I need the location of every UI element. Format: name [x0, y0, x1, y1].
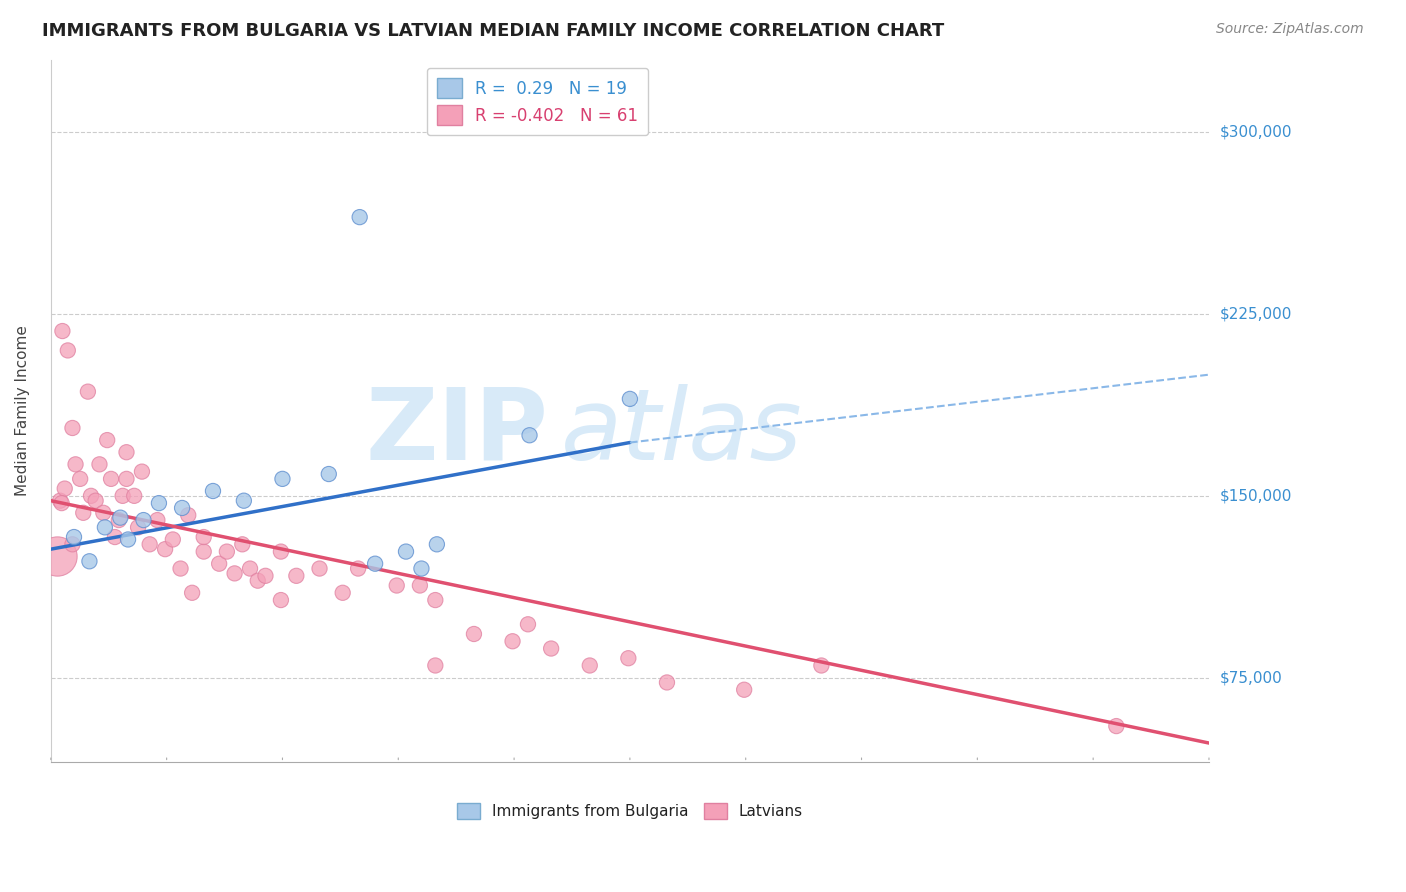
Point	[364, 557, 387, 571]
Point	[1105, 719, 1128, 733]
Point	[169, 561, 191, 575]
Point	[146, 513, 169, 527]
Point	[65, 458, 87, 472]
Point	[131, 465, 153, 479]
Point	[115, 472, 138, 486]
Point	[115, 445, 138, 459]
Text: IMMIGRANTS FROM BULGARIA VS LATVIAN MEDIAN FAMILY INCOME CORRELATION CHART: IMMIGRANTS FROM BULGARIA VS LATVIAN MEDI…	[42, 22, 945, 40]
Point	[63, 530, 86, 544]
Point	[132, 513, 155, 527]
Point	[308, 561, 330, 575]
Point	[162, 533, 184, 547]
Point	[201, 483, 224, 498]
Point	[332, 586, 354, 600]
Point	[172, 500, 194, 515]
Point	[502, 634, 524, 648]
Text: Source: ZipAtlas.com: Source: ZipAtlas.com	[1216, 22, 1364, 37]
Point	[100, 472, 122, 486]
Point	[80, 489, 103, 503]
Point	[395, 544, 418, 558]
Point	[411, 561, 433, 575]
Point	[122, 489, 145, 503]
Point	[425, 658, 447, 673]
Point	[96, 433, 118, 447]
Point	[104, 530, 127, 544]
Text: $150,000: $150,000	[1220, 488, 1292, 503]
Point	[463, 627, 485, 641]
Point	[49, 493, 72, 508]
Point	[51, 496, 73, 510]
Point	[426, 537, 449, 551]
Point	[62, 421, 84, 435]
Point	[231, 537, 253, 551]
Point	[89, 458, 111, 472]
Point	[153, 542, 176, 557]
Point	[56, 343, 79, 358]
Point	[208, 557, 231, 571]
Point	[193, 530, 215, 544]
Point	[53, 482, 76, 496]
Point	[69, 472, 91, 486]
Point	[246, 574, 269, 588]
Point	[111, 489, 134, 503]
Point	[285, 569, 308, 583]
Text: ZIP: ZIP	[366, 384, 548, 481]
Point	[655, 675, 678, 690]
Text: $300,000: $300,000	[1220, 125, 1292, 140]
Point	[107, 513, 129, 527]
Point	[385, 578, 408, 592]
Point	[347, 561, 370, 575]
Point	[517, 617, 540, 632]
Point	[318, 467, 340, 481]
Point	[84, 493, 107, 508]
Point	[91, 506, 114, 520]
Point	[117, 533, 139, 547]
Point	[224, 566, 246, 581]
Point	[177, 508, 200, 523]
Point	[72, 506, 94, 520]
Point	[110, 510, 132, 524]
Point	[349, 210, 371, 224]
Point	[617, 651, 640, 665]
Legend: Immigrants from Bulgaria, Latvians: Immigrants from Bulgaria, Latvians	[451, 797, 808, 825]
Point	[239, 561, 262, 575]
Point	[181, 586, 204, 600]
Point	[810, 658, 832, 673]
Y-axis label: Median Family Income: Median Family Income	[15, 326, 30, 497]
Point	[270, 544, 292, 558]
Point	[232, 493, 254, 508]
Point	[578, 658, 600, 673]
Point	[409, 578, 432, 592]
Point	[271, 472, 294, 486]
Point	[733, 682, 755, 697]
Point	[94, 520, 117, 534]
Point	[215, 544, 238, 558]
Text: $75,000: $75,000	[1220, 670, 1282, 685]
Text: $225,000: $225,000	[1220, 307, 1292, 322]
Point	[519, 428, 541, 442]
Point	[193, 544, 215, 558]
Point	[51, 324, 73, 338]
Text: atlas: atlas	[561, 384, 801, 481]
Point	[77, 384, 100, 399]
Point	[46, 549, 69, 564]
Point	[127, 520, 149, 534]
Point	[270, 593, 292, 607]
Point	[619, 392, 641, 406]
Point	[79, 554, 101, 568]
Point	[138, 537, 160, 551]
Point	[425, 593, 447, 607]
Point	[148, 496, 170, 510]
Point	[540, 641, 562, 656]
Point	[254, 569, 277, 583]
Point	[62, 537, 84, 551]
